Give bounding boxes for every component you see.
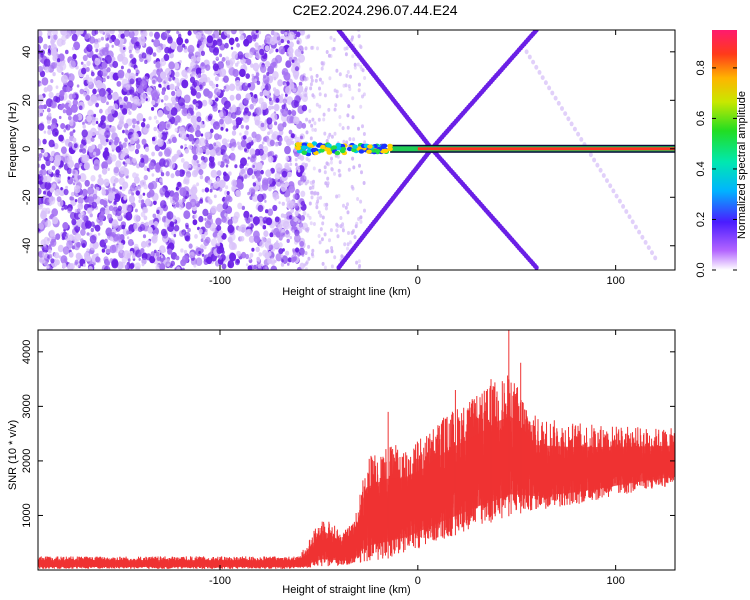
spectrogram-plot <box>38 30 675 270</box>
carrier-line <box>294 141 675 157</box>
colorbar-tick-label: 0.0 <box>695 262 707 277</box>
snr-plot <box>38 330 675 570</box>
bottom-ytick-label: 1000 <box>21 503 33 527</box>
bottom-xtick-label: 0 <box>415 575 421 587</box>
colorbar-tick-label: 0.8 <box>695 60 707 75</box>
top-xtick-label: -100 <box>209 275 231 287</box>
top-xtick-label: 100 <box>606 275 624 287</box>
bottom-xlabel: Height of straight line (km) <box>282 584 410 596</box>
snr-frame <box>37 329 676 571</box>
colorbar-tick-label: 0.6 <box>695 111 707 126</box>
top-xlabel: Height of straight line (km) <box>282 286 410 298</box>
noise-region <box>38 30 367 270</box>
top-ytick-label: 20 <box>21 94 33 106</box>
bottom-ylabel: SNR (10 * v/v) <box>7 420 19 490</box>
top-ylabel: Frequency (Hz) <box>7 102 19 178</box>
colorbar-tick-label: 0.4 <box>695 161 707 176</box>
bottom-ytick-label: 2000 <box>21 449 33 473</box>
top-ytick-label: 40 <box>21 46 33 58</box>
top-ytick-label: -20 <box>21 189 33 205</box>
bottom-xtick-label: 100 <box>606 575 624 587</box>
colorbar-tick-label: 0.2 <box>695 212 707 227</box>
diagonal-line-4 <box>429 146 539 270</box>
top-xtick-label: 0 <box>415 275 421 287</box>
diagonal-line-1 <box>336 30 434 152</box>
diagonal-line-3 <box>336 146 434 270</box>
chart-title: C2E2.2024.296.07.44.E24 <box>292 2 458 18</box>
bottom-xtick-label: -100 <box>209 575 231 587</box>
top-ytick-label: 0 <box>21 146 33 152</box>
bottom-ytick-label: 4000 <box>21 340 33 364</box>
bottom-ytick-label: 3000 <box>21 394 33 418</box>
top-ytick-label: -40 <box>21 238 33 254</box>
snr-core <box>38 416 675 567</box>
colorbar <box>712 30 737 270</box>
spectrogram-frame <box>37 29 676 271</box>
colorbar-label: Normalized spectral amplitude <box>736 91 748 239</box>
